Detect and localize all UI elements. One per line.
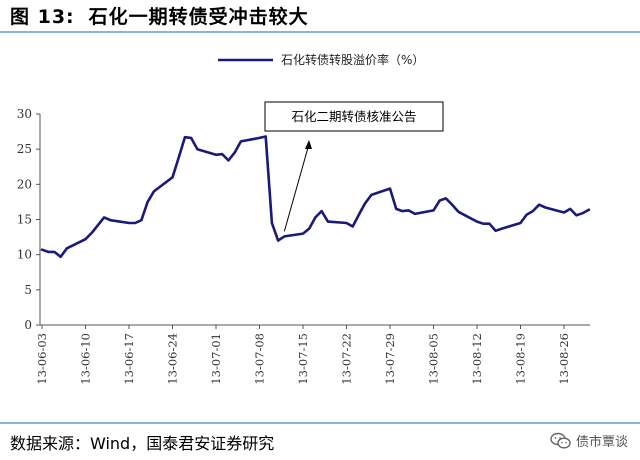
annotation-arrow-line: [283, 143, 310, 232]
x-tick-label: 13-07-01: [209, 333, 223, 385]
y-tick-label: 30: [17, 107, 32, 121]
series-line: [40, 135, 591, 259]
x-tick-label: 13-07-15: [296, 333, 310, 385]
x-tick-label: 13-06-03: [35, 333, 49, 385]
y-tick-label: 20: [17, 177, 32, 191]
x-tick-label: 13-08-19: [514, 333, 528, 385]
y-tick-label: 10: [17, 248, 32, 262]
y-tick-label: 15: [17, 213, 32, 227]
watermark-text: 债市覃谈: [575, 435, 628, 450]
wechat-icon: [550, 432, 571, 449]
annotation-arrowhead: [305, 140, 312, 149]
x-tick-label: 13-06-10: [79, 333, 93, 385]
x-tick-label: 13-07-22: [340, 333, 354, 385]
x-tick-label: 13-08-12: [470, 333, 484, 385]
x-tick-label: 13-07-29: [383, 333, 397, 385]
x-tick-label: 13-07-08: [253, 333, 267, 385]
figure-title-bar: 图 13: 石化一期转债受冲击较大: [0, 0, 640, 33]
x-tick-label: 13-06-17: [122, 333, 136, 385]
watermark: 债市覃谈: [550, 431, 628, 450]
x-tick-label: 13-08-05: [427, 333, 441, 385]
line-chart: 0 5 10 15 20 25 30 13-06-03 13-06-10 13-06-17 13-0…: [17, 52, 591, 385]
x-tick-label: 13-06-24: [166, 333, 180, 385]
x-tick-label: 13-08-26: [557, 333, 571, 385]
y-tick-label: 5: [24, 283, 32, 297]
figure-title: 石化一期转债受冲击较大: [88, 6, 309, 28]
annotation-text: 石化二期转债核准公告: [291, 109, 416, 124]
source-footer: 数据来源：Wind，国泰君安证券研究: [0, 422, 640, 460]
legend-label: 石化转债转股溢价率（%）: [281, 52, 424, 67]
y-tick-label: 25: [17, 142, 32, 156]
source-text: 数据来源：Wind，国泰君安证券研究: [10, 434, 275, 453]
y-tick-label: 0: [24, 318, 32, 332]
annotation-box: [264, 101, 444, 132]
figure-label: 图 13:: [10, 6, 75, 28]
